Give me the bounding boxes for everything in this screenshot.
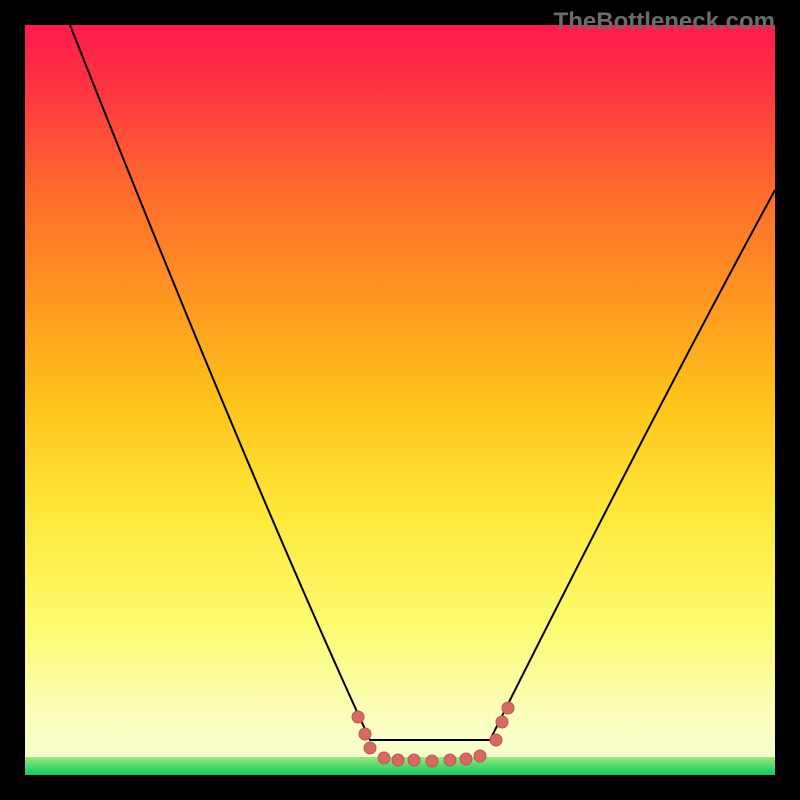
marker-point <box>502 702 514 714</box>
marker-point <box>490 734 502 746</box>
marker-point <box>378 752 390 764</box>
bottleneck-curve-chart <box>0 0 800 800</box>
marker-point <box>444 754 456 766</box>
marker-point <box>364 742 376 754</box>
marker-point <box>426 755 438 767</box>
marker-point <box>352 711 364 723</box>
marker-point <box>359 728 371 740</box>
marker-point <box>460 753 472 765</box>
watermark-text: TheBottleneck.com <box>554 8 775 36</box>
marker-point <box>474 750 486 762</box>
marker-point <box>496 716 508 728</box>
chart-frame: TheBottleneck.com <box>0 0 800 800</box>
marker-point <box>392 754 404 766</box>
marker-point <box>408 754 420 766</box>
